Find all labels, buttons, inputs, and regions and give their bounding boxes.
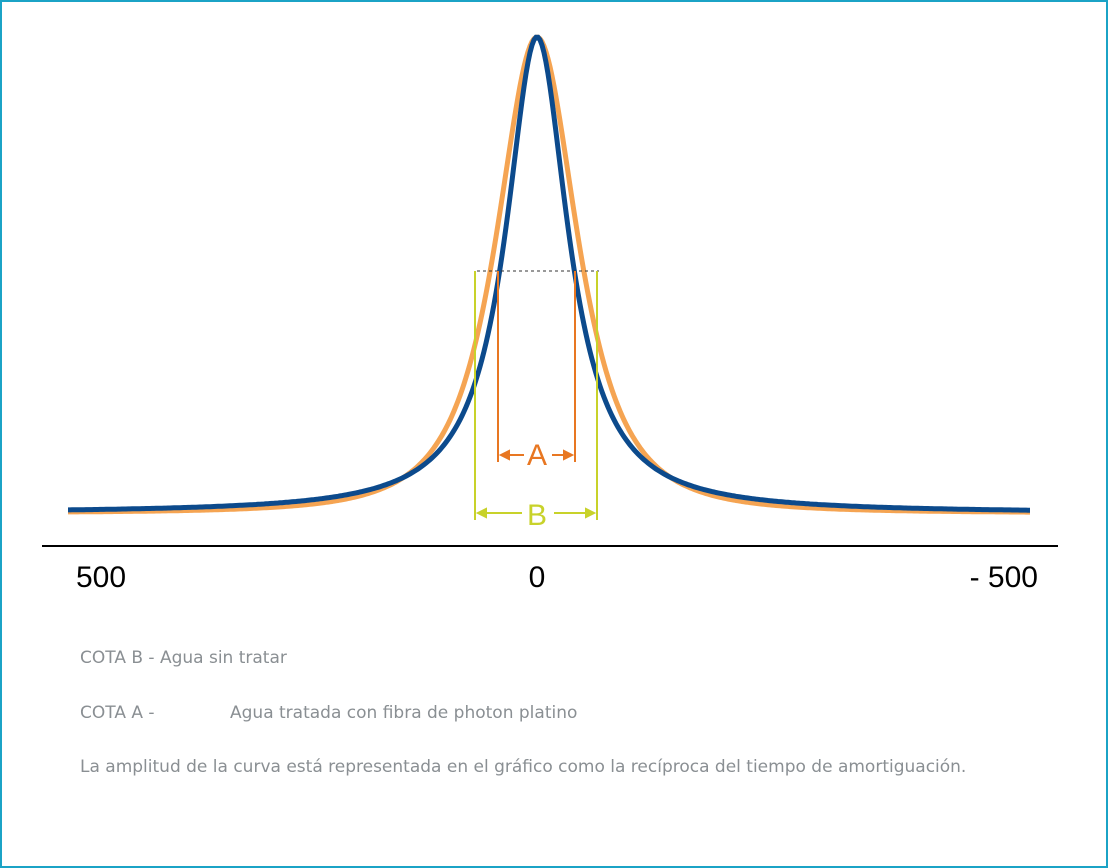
curve-treated bbox=[68, 34, 1030, 513]
caption: Agua tratada con fibra de photon platino bbox=[230, 703, 578, 723]
caption: COTA A - bbox=[80, 703, 155, 723]
caption: COTA B - Agua sin tratar bbox=[80, 648, 287, 668]
b-dimension bbox=[474, 271, 598, 520]
marker-a: A bbox=[527, 439, 547, 472]
axis-label: 0 bbox=[529, 561, 546, 594]
marker-b: B bbox=[527, 499, 547, 532]
axis-label: - 500 bbox=[970, 561, 1038, 594]
axis-label: 500 bbox=[76, 561, 126, 594]
a-dimension bbox=[497, 271, 576, 462]
curve-untreated bbox=[68, 34, 1030, 515]
note: La amplitud de la curva está representad… bbox=[80, 757, 967, 777]
